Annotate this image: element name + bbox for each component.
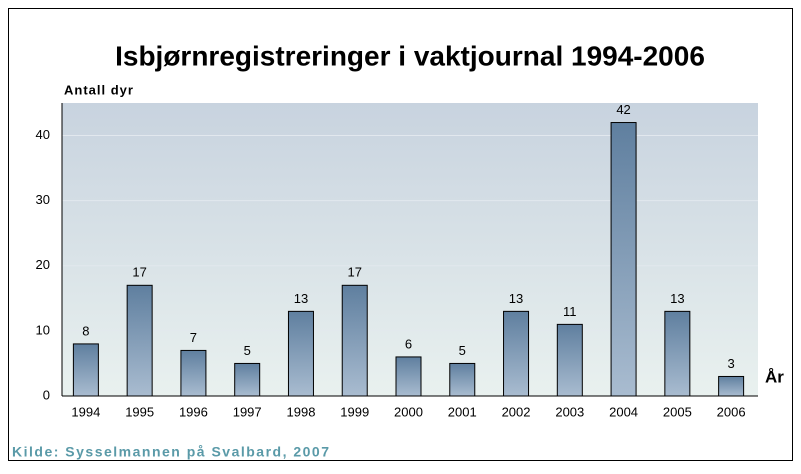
- y-tick-label: 0: [43, 387, 50, 402]
- x-tick-label: 1997: [233, 404, 262, 419]
- y-tick-label: 20: [36, 257, 50, 272]
- bar: [449, 362, 476, 397]
- x-tick-label: 1994: [71, 404, 100, 419]
- data-label: 13: [670, 291, 684, 306]
- data-label: 42: [616, 102, 630, 117]
- data-label: 8: [82, 323, 89, 338]
- plot-area: [62, 103, 758, 396]
- chart-title: Isbjørnregistreringer i vaktjournal 1994…: [115, 40, 705, 71]
- bar: [664, 310, 691, 397]
- bar: [180, 349, 207, 397]
- data-label: 3: [727, 356, 734, 371]
- y-tick-label: 10: [36, 322, 50, 337]
- bar: [503, 310, 530, 397]
- x-tick-label: 2005: [663, 404, 692, 419]
- data-label: 5: [244, 343, 251, 358]
- bar: [287, 310, 314, 397]
- bar: [234, 362, 261, 397]
- x-tick-label: 1996: [179, 404, 208, 419]
- bar: [341, 284, 368, 397]
- x-tick-label: 1995: [125, 404, 154, 419]
- data-label: 13: [509, 291, 523, 306]
- x-tick-label: 2000: [394, 404, 423, 419]
- y-tick-label: 30: [36, 192, 50, 207]
- source: Kilde: Sysselmannen på Svalbard, 2007: [12, 444, 331, 460]
- data-label: 17: [347, 265, 361, 280]
- x-tick-label: 1999: [340, 404, 369, 419]
- x-tick-label: 2001: [448, 404, 477, 419]
- x-axis-label: År: [765, 367, 784, 386]
- x-tick-label: 2002: [502, 404, 531, 419]
- y-tick-label: 40: [36, 127, 50, 142]
- bar: [395, 356, 422, 397]
- data-label: 13: [294, 291, 308, 306]
- data-label: 5: [459, 343, 466, 358]
- x-tick-label: 2006: [717, 404, 746, 419]
- x-tick-label: 2004: [609, 404, 638, 419]
- y-axis-label: Antall dyr: [64, 82, 134, 97]
- data-label: 17: [132, 265, 146, 280]
- bar: [556, 323, 583, 397]
- data-label: 7: [190, 330, 197, 345]
- x-tick-label: 1998: [287, 404, 316, 419]
- bar: [126, 284, 153, 397]
- bar: [72, 343, 99, 397]
- data-label: 6: [405, 336, 412, 351]
- bar: [718, 375, 745, 397]
- x-tick-label: 2003: [555, 404, 584, 419]
- data-label: 11: [563, 304, 577, 319]
- bar: [610, 122, 637, 397]
